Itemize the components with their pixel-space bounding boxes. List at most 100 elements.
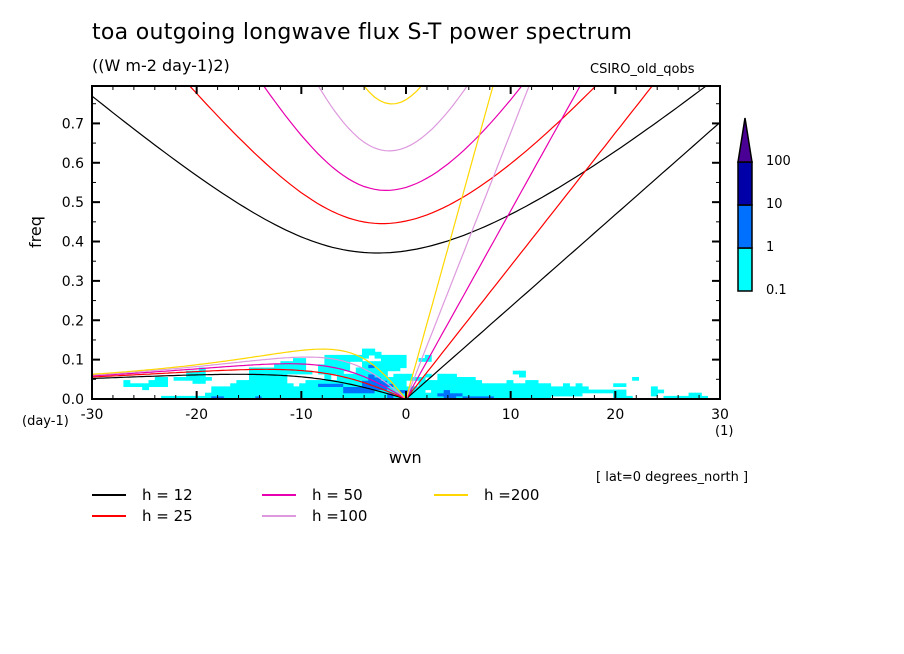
power-cell	[437, 386, 445, 391]
power-cell	[343, 367, 351, 372]
power-cell	[355, 373, 363, 378]
kelvin-curve-50	[405, 86, 581, 399]
power-cell	[305, 380, 313, 384]
power-cell	[556, 392, 564, 397]
legend-label: h =200	[484, 486, 540, 504]
power-cell	[324, 361, 332, 365]
power-cell	[362, 351, 369, 356]
power-cell	[305, 392, 313, 397]
power-cell	[249, 389, 256, 394]
power-cell	[487, 395, 495, 399]
legend-label: h = 12	[142, 486, 193, 504]
power-cell	[374, 364, 382, 369]
power-cell	[374, 370, 382, 375]
power-cell	[493, 392, 501, 397]
power-cell	[537, 392, 545, 397]
power-cell	[450, 392, 457, 397]
power-cell	[412, 377, 420, 381]
power-cell	[205, 377, 212, 381]
power-cell	[173, 377, 181, 381]
power-cell	[462, 380, 470, 384]
power-cell	[148, 380, 156, 384]
power-cell	[311, 380, 319, 384]
power-cell	[336, 389, 344, 394]
power-cell	[437, 392, 445, 397]
power-cell	[236, 380, 244, 384]
power-cell	[531, 386, 539, 391]
power-cell	[186, 377, 194, 381]
power-cell	[355, 370, 363, 375]
power-cell	[355, 377, 363, 381]
power-cell	[148, 383, 156, 387]
power-cell	[443, 373, 451, 378]
power-cell	[192, 373, 200, 378]
power-cell	[493, 395, 501, 399]
power-cell	[330, 392, 338, 397]
power-cell	[293, 389, 300, 394]
power-cell	[236, 395, 244, 399]
x-tick-label: 10	[502, 407, 520, 423]
power-cell	[299, 395, 307, 399]
power-cell	[506, 383, 514, 387]
power-cell	[462, 392, 470, 397]
power-cell	[374, 373, 382, 378]
power-cell	[393, 380, 401, 384]
power-cell	[362, 377, 369, 381]
legend-item: h = 50	[262, 486, 363, 504]
power-cell	[487, 389, 495, 394]
power-cell	[437, 395, 445, 399]
power-cell	[431, 389, 438, 394]
power-cell	[374, 354, 382, 359]
power-cell	[223, 395, 231, 399]
rossby-curve-100	[92, 356, 407, 399]
power-cell	[368, 380, 376, 384]
power-cell	[299, 358, 307, 362]
power-cell	[330, 389, 338, 394]
power-cell	[682, 395, 690, 399]
legend-swatch	[92, 515, 126, 517]
power-cell	[355, 389, 363, 394]
power-cell	[336, 370, 344, 375]
power-cell	[437, 377, 445, 381]
power-cell	[374, 361, 382, 365]
power-cell	[450, 389, 457, 394]
power-cell	[625, 395, 633, 399]
power-cell	[493, 383, 501, 387]
power-cell	[374, 395, 382, 399]
kelvin-curve-12	[405, 121, 720, 399]
x-tick-label: 20	[606, 407, 624, 423]
power-cell	[293, 370, 300, 375]
power-cell	[362, 395, 369, 399]
power-cell	[399, 373, 407, 378]
power-cell	[380, 386, 388, 391]
power-cell	[299, 392, 307, 397]
power-cell	[468, 377, 476, 381]
power-cell	[393, 373, 401, 378]
axes: -30 -20 -10 0 10 20 30 0.0 0.1 0.2 0.3 0.4 0.5 0.6 0.7	[62, 86, 729, 423]
power-cell	[399, 380, 407, 384]
power-cell	[393, 358, 401, 362]
power-cell	[575, 389, 583, 394]
power-cell	[600, 389, 608, 394]
power-cell	[563, 392, 570, 397]
power-cell	[343, 395, 351, 399]
power-cell	[406, 377, 413, 381]
power-cell	[286, 364, 294, 369]
power-cell	[305, 370, 313, 375]
power-cell	[368, 364, 376, 369]
power-cell	[261, 383, 269, 387]
power-cell	[236, 386, 244, 391]
power-cell	[619, 383, 627, 387]
power-cell	[374, 380, 382, 384]
power-cell	[563, 386, 570, 391]
power-cell	[387, 354, 395, 359]
power-cell	[525, 389, 533, 394]
power-cell	[418, 380, 426, 384]
power-cell	[450, 373, 457, 378]
power-cell	[179, 395, 187, 399]
power-cell	[537, 386, 545, 391]
power-cell	[267, 383, 275, 387]
power-cell	[336, 364, 344, 369]
power-cell	[211, 386, 219, 391]
power-cell	[380, 392, 388, 397]
